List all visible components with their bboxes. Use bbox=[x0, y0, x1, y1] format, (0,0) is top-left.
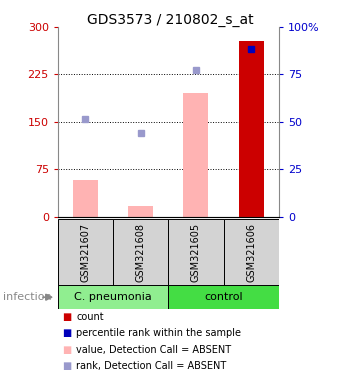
Text: control: control bbox=[204, 292, 243, 302]
Text: GSM321606: GSM321606 bbox=[246, 223, 256, 282]
Bar bbox=[168, 285, 279, 309]
Bar bbox=[113, 219, 168, 286]
Text: C. pneumonia: C. pneumonia bbox=[74, 292, 152, 302]
Bar bbox=[224, 219, 279, 286]
Bar bbox=[239, 41, 264, 217]
Bar bbox=[73, 180, 98, 217]
Text: GDS3573 / 210802_s_at: GDS3573 / 210802_s_at bbox=[87, 13, 253, 27]
Text: GSM321607: GSM321607 bbox=[81, 223, 90, 282]
Text: value, Detection Call = ABSENT: value, Detection Call = ABSENT bbox=[76, 345, 232, 355]
Text: percentile rank within the sample: percentile rank within the sample bbox=[76, 328, 241, 338]
Bar bbox=[128, 205, 153, 217]
Text: count: count bbox=[76, 312, 104, 322]
Text: ■: ■ bbox=[62, 361, 71, 371]
Bar bbox=[184, 93, 208, 217]
Text: ■: ■ bbox=[62, 345, 71, 355]
Text: GSM321608: GSM321608 bbox=[136, 223, 146, 282]
Text: ■: ■ bbox=[62, 328, 71, 338]
Bar bbox=[58, 285, 168, 309]
Text: GSM321605: GSM321605 bbox=[191, 223, 201, 282]
Bar bbox=[58, 219, 113, 286]
Text: rank, Detection Call = ABSENT: rank, Detection Call = ABSENT bbox=[76, 361, 227, 371]
Text: infection: infection bbox=[3, 292, 52, 302]
Bar bbox=[168, 219, 224, 286]
Text: ■: ■ bbox=[62, 312, 71, 322]
